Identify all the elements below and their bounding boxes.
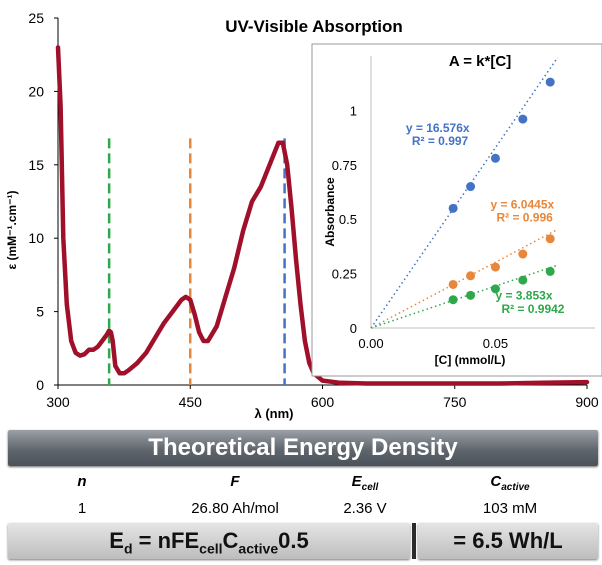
trendline-equation: y = 3.853x — [495, 289, 552, 303]
inset-y-tick-label: 0.75 — [332, 158, 357, 173]
main-x-tick-label: 600 — [311, 394, 335, 410]
header-ecell: Ecell — [305, 473, 425, 493]
banner-title: Theoretical Energy Density — [148, 434, 458, 461]
data-point — [490, 153, 500, 163]
inset-axes: 0 0.25 0.5 0.75 1 0.00 0.05 — [332, 56, 595, 351]
result-box: = 6.5 Wh/L — [418, 523, 598, 559]
trendline — [370, 228, 559, 329]
header-n-text: n — [77, 473, 87, 490]
main-y-tick-label: 10 — [28, 230, 44, 246]
trendline-r-squared: R² = 0.9942 — [501, 302, 564, 316]
data-point — [518, 249, 528, 259]
header-ecell-sub: cell — [361, 482, 379, 493]
formula-e: E — [109, 528, 124, 553]
header-cactive-sub: active — [501, 482, 530, 493]
inset-x-tick-label: 0.05 — [483, 336, 508, 351]
value-f: 26.80 Ah/mol — [191, 500, 279, 517]
inset-y-tick-label: 0.25 — [332, 267, 357, 282]
main-y-tick-label: 20 — [28, 83, 44, 99]
trendline-equation: y = 16.576x — [406, 121, 470, 135]
formula-mid: = nFE — [132, 528, 200, 553]
trendline-r-squared: R² = 0.996 — [496, 210, 553, 224]
trendline — [370, 57, 559, 329]
main-y-tick-label: 25 — [28, 10, 44, 26]
data-point — [466, 182, 476, 192]
inset-title: A = k*[C] — [449, 53, 511, 70]
main-y-tick-label: 0 — [36, 377, 44, 393]
data-point — [545, 77, 555, 87]
trendline-equation: y = 6.0445x — [490, 197, 554, 211]
main-x-tick-label: 900 — [575, 394, 599, 410]
header-cactive: Cactive — [450, 473, 570, 493]
data-point — [466, 290, 476, 300]
inset-x-tick-label: 0.00 — [358, 336, 383, 351]
data-point — [448, 203, 458, 213]
value-cactive: 103 mM — [482, 500, 538, 517]
header-n: n — [22, 473, 142, 490]
main-x-tick-label: 750 — [443, 394, 467, 410]
data-point — [490, 284, 500, 294]
value-n: 1 — [77, 500, 87, 517]
formula-box: Ed = nFEcellCactive0.5 — [8, 523, 410, 559]
inset-y-tick-label: 0 — [350, 321, 357, 336]
data-point — [448, 279, 458, 289]
energy-density-result: = 6.5 Wh/L — [453, 528, 563, 553]
header-f: F — [175, 473, 295, 490]
main-y-tick-label: 15 — [28, 157, 44, 173]
formula-cell-sub: cell — [199, 540, 223, 557]
absorption-spectrum-line — [55, 45, 590, 386]
value-ecell: 2.36 V — [343, 500, 387, 517]
header-f-text: F — [230, 473, 240, 490]
data-point — [518, 275, 528, 285]
formula-end: 0.5 — [278, 528, 309, 553]
main-x-tick-label: 300 — [46, 394, 70, 410]
data-point — [466, 271, 476, 281]
inset-y-axis-label: Absorbance — [323, 177, 337, 247]
data-point — [490, 262, 500, 272]
data-point — [545, 266, 555, 276]
formula-divider — [412, 523, 416, 559]
data-point — [545, 234, 555, 244]
main-x-tick-label: 450 — [179, 394, 203, 410]
chart-title: UV-Visible Absorption — [225, 17, 403, 36]
data-point — [448, 295, 458, 305]
formula-e-sub: d — [123, 540, 133, 557]
main-series — [55, 45, 590, 386]
y-axis-label: ε (mM⁻¹.cm⁻¹) — [5, 190, 19, 269]
header-cactive-text: C — [490, 473, 502, 490]
formula-c: C — [222, 528, 239, 553]
formula-active-sub: active — [238, 540, 279, 557]
inset-y-tick-label: 0.5 — [339, 212, 357, 227]
inset-chart: A = k*[C] 0 0.25 0.5 0.75 1 0.00 0.05 y = 16.5… — [311, 43, 602, 377]
trendline — [370, 264, 558, 329]
inset-x-axis-label: [C] (mmol/L) — [435, 353, 506, 367]
energy-density-formula: Ed = nFEcellCactive0.5 — [8, 528, 410, 556]
trendline-r-squared: R² = 0.997 — [412, 134, 469, 148]
data-point — [518, 114, 528, 124]
header-ecell-text: E — [351, 473, 362, 490]
main-y-tick-label: 5 — [36, 304, 44, 320]
energy-density-banner: Theoretical Energy Density — [8, 430, 598, 466]
x-axis-label: λ (nm) — [255, 406, 294, 421]
inset-y-tick-label: 1 — [350, 103, 357, 118]
